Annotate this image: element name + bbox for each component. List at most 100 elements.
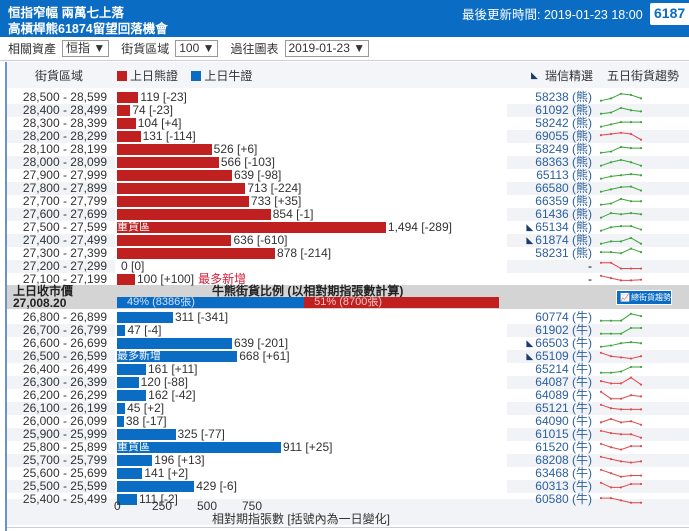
trend-sparkline (599, 121, 643, 128)
warrant-code-link[interactable]: 61092 (熊) (535, 103, 592, 117)
bull-bar[interactable] (117, 325, 126, 336)
table-row: 27,500 - 27,599 重貨區 1,494 [-289] ◣ 65134 (熊) (7, 221, 689, 234)
bar-value: 162 [-42] (148, 388, 196, 402)
trend-point (639, 164, 643, 167)
total-trend-button[interactable]: 📈 總街貨趨勢 (616, 290, 672, 305)
bar-value: 100 [+100] (137, 272, 195, 286)
warrant-code-link[interactable]: 58238 (熊) (535, 90, 592, 104)
bear-bar[interactable] (117, 144, 212, 155)
bear-bar[interactable] (117, 248, 276, 259)
warrant-cell: ◣ 65134 (熊) (507, 221, 689, 234)
warrant-code-link[interactable]: 66359 (熊) (535, 194, 592, 208)
trend-point (619, 121, 623, 124)
zone-range: 25,600 - 25,699 (22, 466, 107, 480)
pick-icon: ◣ (526, 235, 534, 245)
warrant-code-link[interactable]: 60313 (牛) (535, 479, 592, 493)
warrant-code-link[interactable]: - (588, 272, 592, 286)
bear-bar[interactable] (117, 222, 386, 233)
warrant-code-link[interactable]: 58231 (熊) (535, 246, 592, 260)
table-row: 27,900 - 27,999 639 [-98] 65113 (熊) (7, 169, 689, 182)
warrant-code-link[interactable]: 65214 (牛) (535, 362, 592, 376)
table-row: 26,200 - 26,299 162 [-42] 64089 (牛) (7, 389, 689, 402)
trend-point (599, 421, 603, 424)
warrant-code-link[interactable]: 60580 (牛) (535, 492, 592, 506)
trend-point (599, 332, 603, 335)
bull-bar[interactable] (117, 442, 281, 453)
ratio-bar: 49% (8386張) 51% (8700張) (117, 297, 499, 308)
trend-sparkline (599, 455, 643, 464)
trend-point (639, 460, 643, 463)
headline-1[interactable]: 恒指窄幅 兩萬七上落 (8, 6, 124, 20)
bull-bar[interactable] (117, 377, 139, 388)
warrant-code-group: 61015 (牛) (535, 428, 592, 441)
warrant-code-link[interactable]: 58242 (熊) (535, 116, 592, 130)
trend-point (609, 132, 613, 136)
warrant-code-link[interactable]: 60774 (牛) (535, 310, 592, 324)
table-row: 25,400 - 25,499 111 [-2] 60580 (牛) (7, 493, 689, 506)
warrant-cell: ◣ 66503 (牛) (507, 337, 689, 350)
bull-bar[interactable] (117, 494, 137, 505)
table-row: 26,800 - 26,899 311 [-341] 60774 (牛) (7, 311, 689, 324)
bear-bar[interactable] (117, 92, 139, 103)
bull-bar[interactable] (117, 403, 126, 414)
warrant-code-link[interactable]: 63468 (牛) (535, 466, 592, 480)
warrant-code-link[interactable]: 61902 (牛) (535, 323, 592, 337)
warrant-code-link[interactable]: 68208 (牛) (535, 453, 592, 467)
bear-bar[interactable] (117, 170, 233, 181)
bear-bar[interactable] (117, 105, 131, 116)
bear-bar[interactable] (117, 274, 135, 285)
bull-bar[interactable] (117, 429, 176, 440)
bear-bar[interactable] (117, 157, 219, 168)
trend-point (599, 229, 603, 232)
bull-bar[interactable] (117, 312, 173, 323)
warrant-code-link[interactable]: 65109 (牛) (535, 349, 592, 363)
warrant-code-link[interactable]: 64089 (牛) (535, 388, 592, 402)
trend-point (619, 158, 623, 162)
bull-bar[interactable] (117, 364, 146, 375)
warrant-code-link[interactable]: 64087 (牛) (535, 375, 592, 389)
warrant-code-link[interactable]: - (588, 259, 592, 273)
zone-range: 26,000 - 26,099 (22, 414, 107, 428)
headline-2[interactable]: 高槓桿熊61874留望回落機會 (8, 22, 168, 36)
bear-bar[interactable] (117, 196, 249, 207)
trend-point (619, 397, 623, 400)
warrant-code-link[interactable]: 61015 (牛) (535, 427, 592, 441)
bull-bar[interactable] (117, 481, 195, 492)
warrant-code-link[interactable]: 61436 (熊) (535, 207, 592, 221)
zone-range: 27,500 - 27,599 (22, 220, 107, 234)
bear-bar[interactable] (117, 118, 136, 129)
bear-bar[interactable] (117, 183, 246, 194)
warrant-code-group: 61092 (熊) (535, 104, 592, 117)
bull-bar[interactable] (117, 351, 238, 362)
bear-bar[interactable] (117, 131, 141, 142)
warrant-code-link[interactable]: 64090 (牛) (535, 414, 592, 428)
trend-point (609, 123, 613, 126)
warrant-code-link[interactable]: 66580 (熊) (535, 181, 592, 195)
zone-select[interactable]: 100 ▼ (175, 40, 219, 57)
warrant-code-link[interactable]: 58249 (熊) (535, 142, 592, 156)
history-date-select[interactable]: 2019-01-23 ▼ (284, 40, 370, 57)
warrant-code-link[interactable]: 65121 (牛) (535, 401, 592, 415)
warrant-code-link[interactable]: 65113 (熊) (536, 168, 592, 182)
warrant-code-link[interactable]: 66503 (牛) (535, 336, 592, 350)
warrant-code-link[interactable]: 61874 (熊) (535, 233, 592, 247)
warrant-code-link[interactable]: 65134 (熊) (535, 220, 592, 234)
bear-bar[interactable] (117, 209, 271, 220)
code-search-box[interactable]: 6187 (650, 3, 689, 25)
warrant-code-link[interactable]: 69055 (熊) (535, 129, 592, 143)
asset-select[interactable]: 恒指 ▼ (62, 40, 110, 57)
bear-bar[interactable] (117, 235, 232, 246)
trend-sparkline (599, 145, 643, 154)
warrant-cell: 60313 (牛) (507, 480, 689, 493)
bull-bar[interactable] (117, 416, 124, 427)
warrant-code-group: 68363 (熊) (535, 156, 592, 169)
warrant-code-link[interactable]: 68363 (熊) (535, 155, 592, 169)
table-row: 28,000 - 28,099 566 [-103] 68363 (熊) (7, 156, 689, 169)
bull-bar[interactable] (117, 468, 143, 479)
bull-bar[interactable] (117, 455, 153, 466)
bull-bar[interactable] (117, 338, 233, 349)
axis-caption: 相對期指張數 [括號內為一日變化] (212, 512, 391, 526)
bull-bar[interactable] (117, 390, 147, 401)
warrant-code-link[interactable]: 61520 (牛) (535, 440, 592, 454)
zone-range: 28,300 - 28,399 (22, 116, 107, 130)
